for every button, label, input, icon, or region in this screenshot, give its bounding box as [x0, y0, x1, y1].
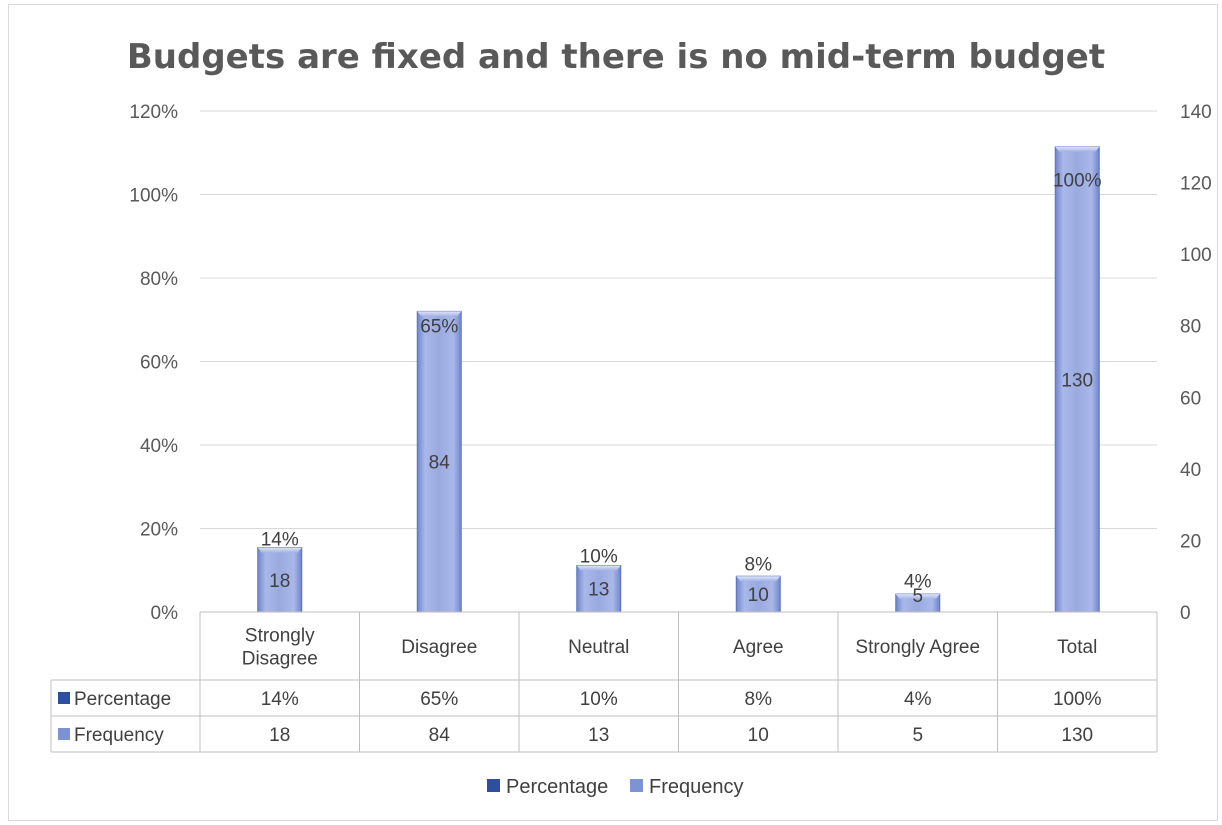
category-label: Disagree: [401, 637, 477, 658]
data-label-frequency: 18: [269, 571, 290, 592]
left-tick-label: 100%: [129, 186, 178, 207]
table-cell: 130: [1061, 725, 1093, 746]
table-cell: 14%: [261, 689, 299, 710]
bar-frequency-cap: [417, 311, 462, 317]
legend-label-percentage: Percentage: [506, 776, 608, 798]
bar-frequency-cap: [895, 594, 940, 600]
legend-label-frequency: Frequency: [649, 776, 744, 798]
table-cell: 10: [748, 725, 769, 746]
category-label: Total: [1057, 637, 1097, 658]
bar-frequency-cap: [576, 565, 621, 571]
right-tick-label: 80: [1180, 317, 1201, 338]
left-tick-label: 60%: [140, 353, 178, 374]
table-cell: 13: [588, 725, 609, 746]
table-series-key: [58, 692, 70, 704]
right-tick-label: 120: [1180, 174, 1212, 195]
bar-frequency-cap: [257, 547, 302, 553]
table-cell: 84: [429, 725, 451, 746]
data-label-percentage: 4%: [904, 571, 932, 592]
category-label: Disagree: [242, 649, 318, 670]
table-series-name: Frequency: [74, 725, 164, 746]
left-tick-label: 40%: [140, 436, 178, 457]
bar-frequency-cap: [1055, 146, 1100, 152]
table-cell: 4%: [904, 689, 932, 710]
bar-frequency: [576, 564, 622, 613]
category-label: Strongly: [245, 626, 315, 647]
left-tick-label: 120%: [129, 102, 178, 123]
bar-frequency-cap: [736, 576, 781, 582]
table-series-name: Percentage: [74, 689, 171, 710]
legend-swatch-frequency: [630, 779, 643, 792]
data-label-percentage: 65%: [420, 317, 458, 338]
table-cell: 65%: [420, 689, 458, 710]
bar-frequency: [1054, 146, 1100, 613]
data-label-percentage: 100%: [1053, 171, 1102, 192]
table-cell: 5: [912, 725, 923, 746]
data-label-percentage: 10%: [580, 546, 618, 567]
gridlines: [200, 110, 1157, 529]
right-axis-ticks: 0 20 40 60 80 100 120 140: [1180, 102, 1212, 624]
data-label-frequency: 5: [912, 586, 923, 607]
bars: [257, 146, 1100, 613]
right-tick-label: 0: [1180, 603, 1191, 624]
left-tick-label: 0%: [151, 603, 179, 624]
chart-title: Budgets are fixed and there is no mid-te…: [127, 37, 1105, 77]
data-label-percentage: 14%: [261, 530, 299, 551]
legend-swatch-percentage: [487, 779, 500, 792]
table-cell: 10%: [580, 689, 618, 710]
table-cell: 100%: [1053, 689, 1102, 710]
category-label: Agree: [733, 637, 784, 658]
table-cell: 8%: [745, 689, 773, 710]
left-tick-label: 20%: [140, 520, 178, 541]
right-tick-label: 140: [1180, 102, 1212, 123]
legend: Percentage Frequency: [487, 776, 744, 798]
right-tick-label: 100: [1180, 245, 1212, 266]
left-tick-label: 80%: [140, 269, 178, 290]
data-label-frequency: 130: [1061, 370, 1093, 391]
data-label-frequency: 10: [748, 585, 769, 606]
right-tick-label: 40: [1180, 460, 1201, 481]
category-label: Strongly Agree: [855, 637, 980, 658]
table-cell: 18: [269, 725, 290, 746]
right-tick-label: 20: [1180, 531, 1201, 552]
data-labels: 14% 18 65% 84 10% 13 8% 10 4%5 100% 130: [261, 171, 1102, 608]
data-label-percentage: 8%: [745, 555, 773, 576]
chart-frame: [8, 4, 1218, 821]
data-label-frequency: 84: [429, 453, 451, 474]
right-tick-label: 60: [1180, 388, 1201, 409]
category-label: Neutral: [568, 637, 629, 658]
data-label-frequency: 13: [588, 580, 609, 601]
left-axis-ticks: 0% 20% 40% 60% 80% 100% 120%: [129, 102, 178, 624]
table-series-key: [58, 728, 70, 740]
